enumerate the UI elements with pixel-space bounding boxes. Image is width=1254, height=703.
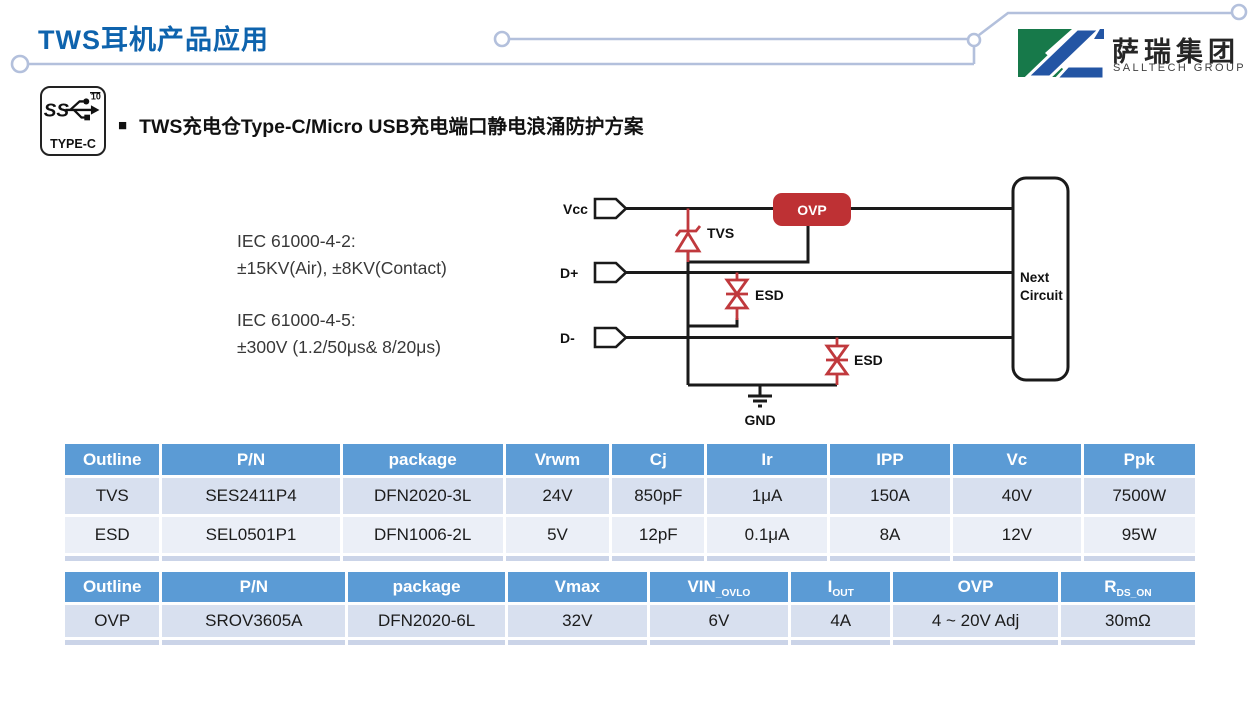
spec-table: Outline P/N package Vmax VIN_OVLO IOUT OVP RDS_… <box>61 569 1199 648</box>
column-header: Cj <box>609 441 708 478</box>
table-cell: 40V <box>950 475 1084 517</box>
ovp-block-label: OVP <box>797 202 827 218</box>
column-header: package <box>345 569 508 605</box>
column-header: VIN_OVLO <box>646 569 792 605</box>
column-header: IPP <box>826 441 954 478</box>
dminus-connector <box>593 326 628 349</box>
tvs-esd-spec-table: Outline P/N package Vrwm Cj Ir IPP Vc Ppk TVS SES2… <box>61 441 1199 564</box>
type-c-usb-badge: SS 10 TYPE-C <box>40 86 106 156</box>
column-header: IOUT <box>788 569 894 605</box>
column-header: Ppk <box>1080 441 1199 478</box>
table-row: TVS SES2411P4 DFN2020-3L 24V 850pF 1μA 150A 40V… <box>61 475 1199 517</box>
usb-10gbps-text: 10 <box>91 92 101 102</box>
iec-4-5-title: IEC 61000-4-5: <box>237 310 356 330</box>
column-header: P/N <box>159 441 343 478</box>
table-cell: OVP <box>61 602 163 640</box>
dplus-connector <box>593 261 628 284</box>
table-cell: DFN1006-2L <box>339 514 506 556</box>
table-cell: 4A <box>788 602 894 640</box>
usb-ss-text: SS <box>44 101 69 122</box>
table-cell: 32V <box>504 602 650 640</box>
iec-4-2-spec: ±15KV(Air), ±8KV(Contact) <box>237 258 447 278</box>
table-cell: SROV3605A <box>159 602 349 640</box>
header-trace-decoration-icon <box>10 3 1248 74</box>
salltech-logo-icon <box>1018 27 1104 79</box>
esd-dminus-label: ESD <box>854 352 883 368</box>
page-title: TWS耳机产品应用 <box>38 25 269 55</box>
tvs-diode-icon <box>674 208 702 262</box>
column-header: Vmax <box>504 569 650 605</box>
column-header: Vrwm <box>502 441 613 478</box>
column-header: P/N <box>159 569 349 605</box>
gnd-symbol-icon <box>748 394 772 408</box>
column-header: package <box>339 441 506 478</box>
table-row: OVP SROV3605A DFN2020-6L 32V 6V 4A 4 ~ 20V Adj… <box>61 602 1199 640</box>
dminus-label: D- <box>560 330 575 346</box>
iec-4-2-title: IEC 61000-4-2: <box>237 231 356 251</box>
table-cell: 150A <box>826 475 954 517</box>
table-row: ESD SEL0501P1 DFN1006-2L 5V 12pF 0.1μA 8A 12V 95… <box>61 514 1199 556</box>
gnd-label: GND <box>744 412 775 428</box>
bullet-square-icon: ■ <box>118 117 128 134</box>
table-cell: TVS <box>61 475 163 517</box>
table-cell: DFN2020-3L <box>339 475 506 517</box>
table-cell: SEL0501P1 <box>159 514 343 556</box>
table-cell: 12pF <box>609 514 708 556</box>
section-heading: TWS充电仓Type-C/Micro USB充电端口静电浪涌防护方案 <box>139 116 644 138</box>
column-header: RDS_ON <box>1057 569 1199 605</box>
section-heading-row: ■ TWS充电仓Type-C/Micro USB充电端口静电浪涌防护方案 <box>118 110 644 139</box>
table-cell: ESD <box>61 514 163 556</box>
table-cell: DFN2020-6L <box>345 602 508 640</box>
vcc-label: Vcc <box>563 201 588 217</box>
table-cell: 12V <box>950 514 1084 556</box>
table-cell: SES2411P4 <box>159 475 343 517</box>
ovp-block <box>773 193 851 226</box>
table-cell: 6V <box>646 602 792 640</box>
table-cell: 850pF <box>609 475 708 517</box>
esd-diode-dplus-icon <box>724 272 750 320</box>
next-circuit-block <box>1011 176 1070 382</box>
protection-circuit-diagram: OVP Next Circuit Vcc D+ D- TVS ESD ESD G… <box>560 176 1070 428</box>
table-cell: 24V <box>502 475 613 517</box>
esd-dplus-label: ESD <box>755 287 784 303</box>
table-cell: 4 ~ 20V Adj <box>890 602 1061 640</box>
spec-table: Outline P/N package Vrwm Cj Ir IPP Vc Ppk TVS SES2… <box>61 441 1199 564</box>
table-cell: 5V <box>502 514 613 556</box>
next-circuit-label-1: Next <box>1020 270 1050 285</box>
table-cell: 0.1μA <box>704 514 830 556</box>
usb-ss-icon: SS 10 <box>44 92 101 122</box>
next-circuit-label-2: Circuit <box>1020 288 1063 303</box>
iec-4-5-spec: ±300V (1.2/50μs& 8/20μs) <box>237 337 441 357</box>
table-cell: 8A <box>826 514 954 556</box>
table-cell: 95W <box>1080 514 1199 556</box>
column-header: Ir <box>704 441 830 478</box>
ovp-spec-table: Outline P/N package Vmax VIN_OVLO IOUT OVP RDS_… <box>61 569 1199 648</box>
table-bottom-strip <box>61 637 1199 648</box>
table-bottom-strip <box>61 553 1199 564</box>
dplus-label: D+ <box>560 265 578 281</box>
tvs-label: TVS <box>707 225 734 241</box>
type-c-label: TYPE-C <box>50 137 96 151</box>
vcc-connector <box>593 197 628 220</box>
circuit-wires <box>626 207 1013 395</box>
esd-diode-dminus-icon <box>824 337 850 385</box>
iec-standards-text: IEC 61000-4-2: ±15KV(Air), ±8KV(Contact)… <box>237 228 447 386</box>
column-header: Outline <box>61 569 163 605</box>
column-header: Outline <box>61 441 163 478</box>
table-cell: 7500W <box>1080 475 1199 517</box>
table-cell: 1μA <box>704 475 830 517</box>
column-header: OVP <box>890 569 1061 605</box>
logo-name-cn: 萨瑞集团 <box>1112 37 1240 67</box>
logo-name-en: SALLTECH GROUP <box>1113 62 1247 74</box>
column-header: Vc <box>950 441 1084 478</box>
table-cell: 30mΩ <box>1057 602 1199 640</box>
